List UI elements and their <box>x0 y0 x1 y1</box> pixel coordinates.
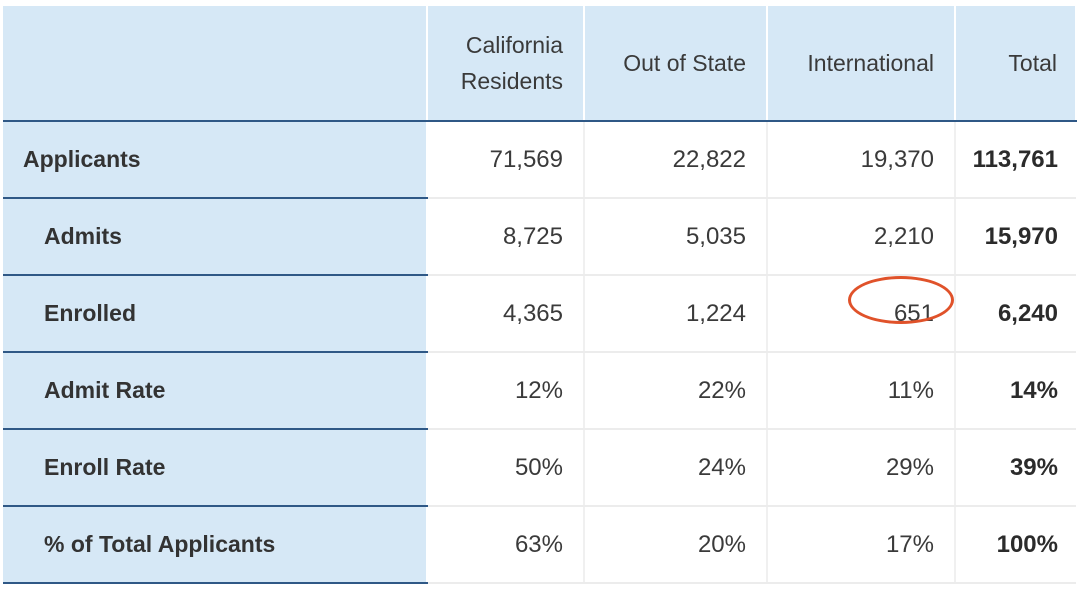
row-label: % of Total Applicants <box>3 506 428 584</box>
row-label: Enrolled <box>3 275 428 353</box>
header-total-label: Total <box>1008 50 1057 76</box>
cell-total: 14% <box>955 352 1076 430</box>
header-california-residents: California Residents <box>427 6 585 122</box>
row-label: Enroll Rate <box>3 429 428 507</box>
cell-out-of-state: 24% <box>584 429 768 507</box>
cell-international: 11% <box>767 352 956 430</box>
cell-out-of-state: 22% <box>584 352 768 430</box>
table-row-admits: Admits 8,725 5,035 2,210 15,970 <box>3 198 1076 276</box>
cell-california: 8,725 <box>427 198 585 276</box>
cell-california: 4,365 <box>427 275 585 353</box>
cell-total: 100% <box>955 506 1076 584</box>
row-label: Applicants <box>3 121 428 199</box>
header-out-of-state-label: Out of State <box>623 50 746 76</box>
header-international-label: International <box>807 50 934 76</box>
cell-total: 39% <box>955 429 1076 507</box>
admissions-table: California Residents Out of State Intern… <box>3 6 1077 584</box>
circled-value-wrap: 651 <box>847 275 954 328</box>
header-international: International <box>767 6 956 122</box>
cell-out-of-state: 1,224 <box>584 275 768 353</box>
header-california-line2: Residents <box>460 68 563 94</box>
cell-total: 113,761 <box>955 121 1076 199</box>
cell-california: 50% <box>427 429 585 507</box>
cell-out-of-state: 22,822 <box>584 121 768 199</box>
table-row-percent-total-applicants: % of Total Applicants 63% 20% 17% 100% <box>3 506 1076 584</box>
cell-international: 17% <box>767 506 956 584</box>
cell-international: 29% <box>767 429 956 507</box>
header-corner-cell <box>3 6 428 122</box>
cell-international-circled: 651 <box>767 275 956 353</box>
cell-international: 2,210 <box>767 198 956 276</box>
cell-international: 19,370 <box>767 121 956 199</box>
table-row-admit-rate: Admit Rate 12% 22% 11% 14% <box>3 352 1076 430</box>
admissions-table-container: California Residents Out of State Intern… <box>3 6 1077 584</box>
circled-value: 651 <box>893 299 934 327</box>
header-total: Total <box>955 6 1077 122</box>
row-label: Admit Rate <box>3 352 428 430</box>
row-label: Admits <box>3 198 428 276</box>
header-row: California Residents Out of State Intern… <box>3 6 1077 122</box>
cell-california: 63% <box>427 506 585 584</box>
header-california-line1: California <box>465 32 563 58</box>
table-row-enrolled: Enrolled 4,365 1,224 651 6,240 <box>3 275 1076 353</box>
table-row-enroll-rate: Enroll Rate 50% 24% 29% 39% <box>3 429 1076 507</box>
cell-out-of-state: 20% <box>584 506 768 584</box>
header-out-of-state: Out of State <box>584 6 768 122</box>
cell-total: 15,970 <box>955 198 1076 276</box>
table-row-applicants: Applicants 71,569 22,822 19,370 113,761 <box>3 121 1076 199</box>
cell-out-of-state: 5,035 <box>584 198 768 276</box>
cell-california: 71,569 <box>427 121 585 199</box>
cell-total: 6,240 <box>955 275 1076 353</box>
cell-california: 12% <box>427 352 585 430</box>
